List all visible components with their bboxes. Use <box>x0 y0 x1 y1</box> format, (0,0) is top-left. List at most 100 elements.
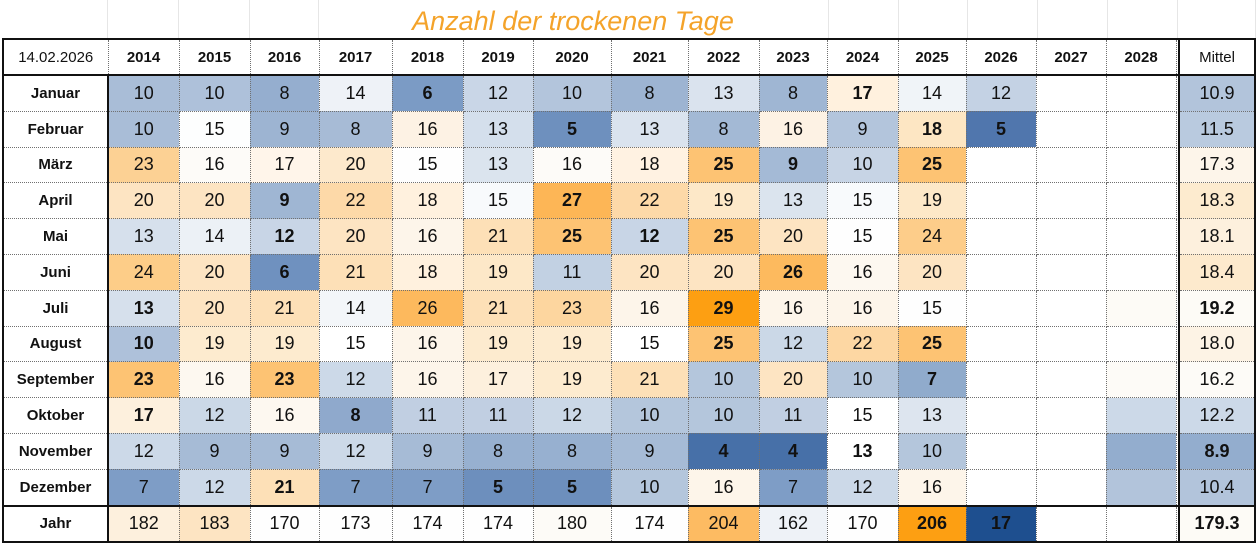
value-cell: 16 <box>532 146 612 184</box>
year-header: 2018 <box>391 38 464 76</box>
gap-cell <box>1176 254 1179 291</box>
value-cell <box>1035 253 1107 291</box>
value-cell: 19 <box>249 325 320 363</box>
value-cell: 13 <box>107 218 180 255</box>
value-cell: 13 <box>758 182 828 220</box>
value-cell: 12 <box>965 74 1037 112</box>
value-cell: 19 <box>687 182 760 220</box>
year-total-mittel: 179.3 <box>1178 504 1256 544</box>
value-cell: 10 <box>610 468 689 507</box>
gap-cell <box>1176 38 1179 76</box>
value-cell: 20 <box>318 218 393 255</box>
value-cell: 26 <box>758 253 828 291</box>
value-cell <box>1105 74 1177 112</box>
value-cell: 8 <box>610 74 689 112</box>
gap-cell <box>1176 218 1179 255</box>
value-cell <box>965 325 1037 363</box>
mittel-cell: 19.2 <box>1178 289 1256 327</box>
value-cell: 10 <box>107 74 180 112</box>
value-cell: 20 <box>318 146 393 184</box>
value-cell: 9 <box>249 182 320 220</box>
date-cell: 14.02.2026 <box>2 38 109 76</box>
value-cell: 9 <box>610 432 689 470</box>
value-cell: 25 <box>687 146 760 184</box>
value-cell: 8 <box>687 110 760 148</box>
value-cell: 20 <box>107 182 180 220</box>
month-row: Oktober 17 12 16 8 11 11 12 10 10 11 15 13 12.2 <box>2 397 1256 434</box>
gap-cell <box>1176 433 1179 470</box>
value-cell: 23 <box>532 289 612 327</box>
value-cell <box>1035 146 1107 184</box>
value-cell <box>1105 289 1177 327</box>
value-cell: 15 <box>391 146 464 184</box>
value-cell: 14 <box>318 289 393 327</box>
value-cell: 12 <box>462 74 534 112</box>
gap-cell <box>1176 361 1179 398</box>
value-cell: 25 <box>687 218 760 255</box>
value-cell: 5 <box>532 468 612 507</box>
value-cell: 13 <box>897 397 967 434</box>
year-total-cell: 204 <box>687 504 760 544</box>
gap-cell <box>1176 111 1179 148</box>
value-cell: 16 <box>178 146 251 184</box>
value-cell <box>965 253 1037 291</box>
value-cell: 17 <box>249 146 320 184</box>
value-cell <box>1105 468 1177 507</box>
value-cell: 16 <box>391 218 464 255</box>
month-label: Januar <box>2 74 109 112</box>
year-total-cell: 170 <box>826 504 899 544</box>
value-cell <box>965 289 1037 327</box>
value-cell <box>1105 432 1177 470</box>
value-cell: 13 <box>610 110 689 148</box>
value-cell: 5 <box>462 468 534 507</box>
value-cell: 8 <box>318 397 393 434</box>
month-row: August 10 19 19 15 16 19 19 15 25 12 22 25 18.0 <box>2 325 1256 363</box>
value-cell: 13 <box>826 432 899 470</box>
value-cell: 11 <box>532 253 612 291</box>
value-cell: 18 <box>897 110 967 148</box>
value-cell: 8 <box>249 74 320 112</box>
value-cell: 12 <box>178 468 251 507</box>
value-cell: 9 <box>178 432 251 470</box>
value-cell: 18 <box>391 182 464 220</box>
value-cell: 25 <box>687 325 760 363</box>
year-header: 2022 <box>687 38 760 76</box>
value-cell: 10 <box>107 325 180 363</box>
value-cell: 15 <box>826 218 899 255</box>
value-cell: 16 <box>610 289 689 327</box>
gap-cell <box>1176 75 1179 112</box>
value-cell: 16 <box>826 253 899 291</box>
value-cell: 11 <box>462 397 534 434</box>
value-cell: 20 <box>178 182 251 220</box>
month-row: Dezember 7 12 21 7 7 5 5 10 16 7 12 16 10.4 <box>2 468 1256 507</box>
value-cell <box>1105 361 1177 399</box>
month-row: Januar 10 10 8 14 6 12 10 8 13 8 17 14 12 10.9 <box>2 74 1256 112</box>
value-cell <box>1035 218 1107 255</box>
year-total-cell: 173 <box>318 504 393 544</box>
value-cell <box>1105 146 1177 184</box>
value-cell: 17 <box>462 361 534 399</box>
month-label: Februar <box>2 110 109 148</box>
value-cell <box>1105 325 1177 363</box>
mittel-cell: 18.1 <box>1178 218 1256 255</box>
value-cell: 19 <box>532 361 612 399</box>
value-cell: 12 <box>107 432 180 470</box>
value-cell: 10 <box>826 146 899 184</box>
value-cell: 16 <box>178 361 251 399</box>
value-cell: 20 <box>687 253 760 291</box>
value-cell: 9 <box>758 146 828 184</box>
table-header-row: 14.02.2026 2014 2015 2016 2017 2018 2019 2020 20… <box>2 38 1256 76</box>
value-cell <box>965 218 1037 255</box>
value-cell: 17 <box>107 397 180 434</box>
year-total-cell: 162 <box>758 504 828 544</box>
value-cell: 7 <box>318 468 393 507</box>
value-cell: 20 <box>610 253 689 291</box>
value-cell <box>965 432 1037 470</box>
year-total-row: Jahr 182 183 170 173 174 174 180 174 204 162 170 206… <box>2 504 1256 544</box>
value-cell: 21 <box>249 468 320 507</box>
value-cell: 9 <box>391 432 464 470</box>
value-cell: 14 <box>897 74 967 112</box>
value-cell <box>1035 397 1107 434</box>
value-cell: 20 <box>178 253 251 291</box>
value-cell: 25 <box>897 325 967 363</box>
